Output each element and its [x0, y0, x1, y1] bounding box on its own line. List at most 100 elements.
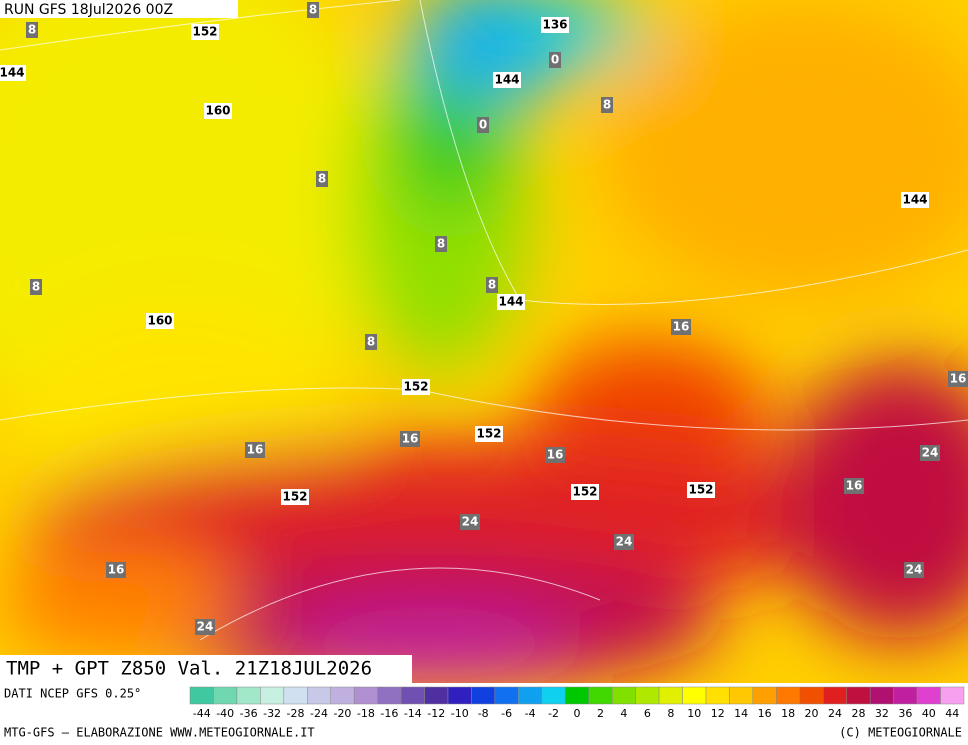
- height-label-box: [0, 65, 26, 81]
- height-label: 160: [147, 314, 172, 328]
- temp-label: 8: [367, 335, 375, 349]
- temp-label-box: [245, 442, 265, 458]
- colorbar-label: 14: [734, 707, 748, 720]
- colorbar-swatch: [869, 686, 894, 705]
- colorbar-swatch: [307, 686, 331, 705]
- temp-label: 8: [488, 278, 496, 292]
- colorbar-label: 6: [644, 707, 651, 720]
- height-label: 144: [0, 66, 25, 80]
- colorbar-label: -4: [525, 707, 536, 720]
- colorbar-swatch: [776, 686, 801, 705]
- height-label-box: [146, 313, 174, 329]
- height-label: 152: [192, 25, 217, 39]
- temp-label-box: [26, 22, 38, 38]
- temp-label: 24: [197, 620, 214, 634]
- colorbar-label: -6: [501, 707, 512, 720]
- colorbar-label: 44: [945, 707, 959, 720]
- colorbar-label: 36: [898, 707, 912, 720]
- temp-label: 24: [906, 563, 923, 577]
- height-label-box: [493, 72, 521, 88]
- temp-label: 24: [462, 515, 479, 529]
- height-label: 136: [542, 18, 567, 32]
- colorbar-label: -8: [478, 707, 489, 720]
- temp-label-box: [844, 478, 864, 494]
- colorbar-label: 24: [828, 707, 842, 720]
- colorbar-swatch: [893, 686, 918, 705]
- colorbar-swatch: [400, 686, 425, 705]
- colorbar-swatch: [658, 686, 683, 705]
- temp-label-box: [545, 447, 565, 463]
- temp-label-box: [614, 534, 634, 550]
- colorbar-swatch: [705, 686, 730, 705]
- colorbar-label: 18: [781, 707, 795, 720]
- height-label-box: [191, 24, 219, 40]
- height-label-box: [204, 103, 232, 119]
- temp-label: 24: [616, 535, 633, 549]
- height-label-box: [687, 482, 715, 498]
- colorbar-swatch: [213, 686, 238, 705]
- temp-label: 8: [32, 280, 40, 294]
- height-label: 152: [688, 483, 713, 497]
- colorbar-label: 32: [875, 707, 889, 720]
- colorbar-swatch: [611, 686, 636, 705]
- colorbar-swatch: [940, 686, 965, 705]
- temp-label-box: [316, 171, 328, 187]
- temp-label-box: [307, 2, 319, 18]
- temp-label: 8: [318, 172, 326, 186]
- colorbar-swatch: [189, 686, 214, 705]
- colorbar-swatch: [260, 686, 285, 705]
- colorbar-label: -24: [310, 707, 328, 720]
- temp-label-box: [460, 514, 480, 530]
- temp-label: 0: [551, 53, 559, 67]
- temp-label-box: [365, 334, 377, 350]
- credits: MTG-GFS — ELABORAZIONE WWW.METEOGIORNALE…: [4, 726, 315, 740]
- height-label-box: [281, 489, 309, 505]
- colorbar-swatch: [846, 686, 871, 705]
- colorbar-swatch: [752, 686, 777, 705]
- colorbar-label: 20: [805, 707, 819, 720]
- temp-label: 16: [247, 443, 264, 457]
- temp-label: 8: [309, 3, 317, 17]
- colorbar-label: -28: [287, 707, 305, 720]
- temp-label-box: [486, 277, 498, 293]
- colorbar-swatch: [729, 686, 754, 705]
- colorbar-label: 2: [597, 707, 604, 720]
- colorbar: -44 -40 -36 -32 -28 -24 -20 -18 -16 -14 -12 -10 -8 -6…: [189, 686, 965, 720]
- colorbar-label: -18: [357, 707, 375, 720]
- colorbar-swatch: [916, 686, 941, 705]
- height-label: 144: [902, 193, 927, 207]
- colorbar-label: -36: [240, 707, 258, 720]
- temp-label: 16: [402, 432, 419, 446]
- temp-label: 24: [922, 446, 939, 460]
- height-label: 160: [205, 104, 230, 118]
- height-label: 152: [403, 380, 428, 394]
- temp-label-box: [30, 279, 42, 295]
- height-label: 144: [498, 295, 523, 309]
- colorbar-label: -2: [548, 707, 559, 720]
- colorbar-label: -32: [263, 707, 281, 720]
- temp-label: 8: [437, 237, 445, 251]
- temp-label-box: [477, 117, 489, 133]
- colorbar-swatch: [682, 686, 707, 705]
- temp-label-box: [904, 562, 924, 578]
- height-label-box: [402, 379, 430, 395]
- colorbar-swatch: [330, 686, 355, 705]
- contours: [0, 0, 968, 641]
- temp-label: 16: [673, 320, 690, 334]
- height-label-box: [901, 192, 929, 208]
- copyright: (C) METEOGIORNALE: [839, 726, 962, 740]
- colorbar-label: -12: [427, 707, 445, 720]
- temp-label-box: [948, 371, 968, 387]
- temp-label-box: [671, 319, 691, 335]
- colorbar-label: -16: [380, 707, 398, 720]
- temp-label: 0: [479, 118, 487, 132]
- colorbar-label: 8: [667, 707, 674, 720]
- colorbar-swatch: [799, 686, 824, 705]
- map-title: TMP + GPT Z850 Val. 21Z18JUL2026: [6, 658, 372, 680]
- colorbar-swatch: [377, 686, 402, 705]
- temp-label-box: [920, 445, 940, 461]
- colorbar-swatch: [635, 686, 660, 705]
